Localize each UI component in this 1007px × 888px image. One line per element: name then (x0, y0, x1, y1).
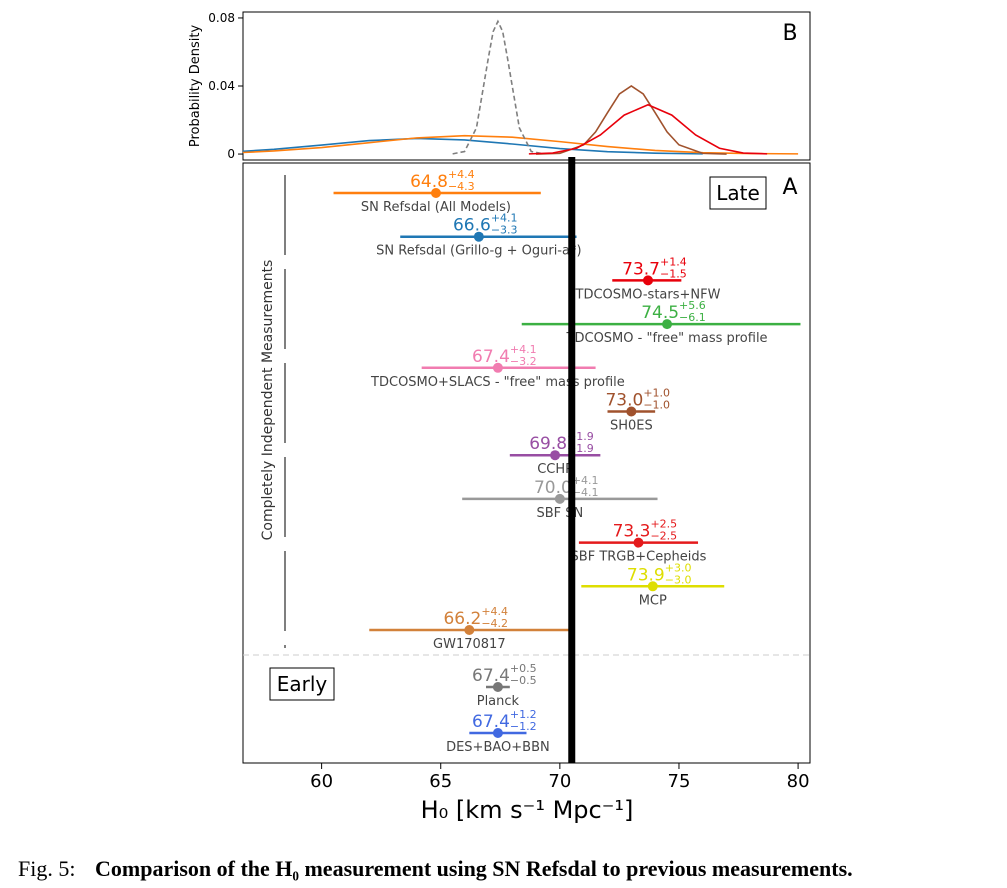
item-name: GW170817 (433, 637, 506, 652)
point (626, 406, 637, 417)
point (473, 231, 484, 242)
point (492, 362, 503, 373)
value-label: 67.4 (472, 347, 510, 367)
x-tick-label: 60 (310, 771, 333, 792)
item-name: TDCOSMO-stars+NFW (575, 287, 721, 302)
x-tick-label: 80 (787, 771, 810, 792)
value-label: 73.3 (613, 522, 651, 542)
value-label: 64.8 (410, 172, 448, 192)
point (492, 682, 503, 692)
caption-label: Fig. 5: (18, 856, 75, 881)
point (430, 188, 441, 198)
x-tick-label: 75 (668, 771, 691, 792)
err-minus-label: −0.5 (510, 674, 537, 687)
value-label: 69.8 (529, 434, 567, 454)
item-name: MCP (639, 593, 667, 608)
err-plus-label: +1.2 (510, 708, 537, 721)
point (464, 625, 475, 635)
err-minus-label: −6.1 (679, 311, 706, 324)
value-label: 66.6 (453, 216, 491, 236)
value-label: 73.0 (605, 391, 643, 411)
err-minus-label: −3.0 (665, 573, 692, 586)
item-name: Planck (477, 694, 520, 709)
err-minus-label: −3.3 (491, 224, 518, 237)
item-name: DES+BAO+BBN (446, 740, 550, 755)
err-plus-label: +0.5 (510, 662, 537, 675)
err-minus-label: −4.3 (448, 180, 475, 193)
value-label: 70.0 (534, 478, 572, 498)
err-plus-label: +2.5 (650, 518, 677, 531)
x-tick-label: 65 (429, 771, 452, 792)
side-label: Completely Independent Measurements (260, 260, 276, 541)
point (554, 493, 565, 504)
x-axis-label: H₀ [km s⁻¹ Mpc⁻¹] (421, 796, 634, 824)
group-label: Late (716, 181, 760, 205)
y-axis-label: Probability Density (188, 25, 203, 148)
y-tick-label: 0 (227, 147, 235, 161)
point (647, 581, 658, 592)
group-box (269, 667, 335, 701)
err-plus-label: +4.4 (448, 168, 475, 181)
point (633, 537, 644, 548)
caption-text: Comparison of the H₀ measurement using S… (95, 856, 853, 881)
err-minus-label: −3.2 (510, 355, 537, 368)
err-minus-label: −4.1 (572, 486, 599, 499)
item-name: TDCOSMO - "free" mass profile (566, 331, 768, 346)
group-box (709, 176, 767, 210)
point (662, 319, 673, 330)
err-minus-label: −1.2 (510, 720, 537, 733)
density-curve (452, 19, 544, 155)
point (643, 275, 653, 286)
panel-label: A (782, 175, 797, 200)
item-name: SH0ES (610, 419, 653, 434)
err-plus-label: +4.1 (510, 343, 537, 356)
err-plus-label: +4.4 (481, 605, 508, 618)
err-minus-label: −1.5 (660, 267, 687, 280)
value-label: 67.4 (472, 712, 510, 732)
item-name: SN Refsdal (All Models) (361, 200, 511, 215)
value-label: 67.4 (472, 666, 510, 686)
point (550, 450, 561, 461)
density-curve (242, 137, 703, 155)
item-name: SBF SN (536, 506, 583, 521)
value-label: 74.5 (641, 303, 679, 323)
point (492, 728, 503, 738)
item-name: SBF TRGB+Cepheids (571, 550, 707, 565)
err-minus-label: −4.2 (481, 617, 508, 630)
y-tick-label: 0.04 (208, 79, 235, 93)
err-plus-label: +5.6 (679, 299, 706, 312)
err-plus-label: +4.1 (491, 212, 518, 225)
item-name: SN Refsdal (Grillo-g + Oguri-a*) (376, 244, 581, 259)
panel-a-frame (242, 162, 811, 764)
panel-label: B (782, 21, 797, 46)
value-label: 66.2 (443, 609, 481, 629)
value-label: 73.7 (622, 259, 660, 279)
err-plus-label: +3.0 (665, 561, 692, 574)
item-name: TDCOSMO+SLACS - "free" mass profile (370, 375, 625, 390)
err-plus-label: +4.1 (572, 474, 599, 487)
density-curve (528, 103, 768, 155)
group-label: Early (277, 672, 328, 696)
y-tick-label: 0.08 (208, 11, 235, 25)
density-curve (536, 85, 727, 155)
err-plus-label: +1.4 (660, 255, 687, 268)
err-minus-label: −1.0 (643, 399, 670, 412)
value-label: 73.9 (627, 565, 665, 585)
item-name: CCHP (537, 462, 573, 477)
err-minus-label: −2.5 (650, 530, 677, 543)
err-plus-label: +1.0 (643, 387, 670, 400)
x-tick-label: 70 (548, 771, 571, 792)
